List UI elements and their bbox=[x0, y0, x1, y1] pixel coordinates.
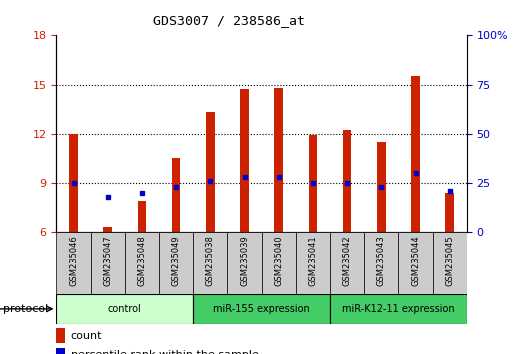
Bar bbox=[309, 135, 317, 232]
Text: GSM235049: GSM235049 bbox=[172, 235, 181, 286]
Text: GSM235048: GSM235048 bbox=[137, 235, 146, 286]
Bar bbox=[193, 294, 330, 324]
Text: GSM235047: GSM235047 bbox=[103, 235, 112, 286]
Bar bbox=[274, 88, 283, 232]
Text: GSM235045: GSM235045 bbox=[445, 235, 454, 286]
Text: GSM235041: GSM235041 bbox=[308, 235, 318, 286]
Bar bbox=[445, 193, 454, 232]
Bar bbox=[240, 90, 249, 232]
Bar bbox=[330, 294, 467, 324]
Text: percentile rank within the sample: percentile rank within the sample bbox=[71, 350, 259, 354]
Bar bbox=[56, 232, 91, 294]
Bar bbox=[69, 133, 78, 232]
Bar bbox=[296, 232, 330, 294]
Bar bbox=[56, 348, 66, 354]
Text: control: control bbox=[108, 304, 142, 314]
Text: count: count bbox=[71, 331, 102, 341]
Bar bbox=[56, 329, 66, 343]
Bar bbox=[343, 130, 351, 232]
Bar bbox=[227, 232, 262, 294]
Bar bbox=[206, 112, 214, 232]
Text: GSM235046: GSM235046 bbox=[69, 235, 78, 286]
Text: miR-K12-11 expression: miR-K12-11 expression bbox=[342, 304, 455, 314]
Bar bbox=[104, 227, 112, 232]
Bar bbox=[432, 232, 467, 294]
Bar bbox=[262, 232, 296, 294]
Text: GSM235044: GSM235044 bbox=[411, 235, 420, 286]
Bar bbox=[193, 232, 227, 294]
Text: GDS3007 / 238586_at: GDS3007 / 238586_at bbox=[153, 14, 305, 27]
Bar bbox=[56, 294, 193, 324]
Bar bbox=[137, 201, 146, 232]
Bar bbox=[172, 158, 181, 232]
Bar bbox=[377, 142, 386, 232]
Text: GSM235040: GSM235040 bbox=[274, 235, 283, 286]
Bar bbox=[159, 232, 193, 294]
Text: protocol: protocol bbox=[3, 304, 48, 314]
Text: GSM235038: GSM235038 bbox=[206, 235, 215, 286]
Bar bbox=[330, 232, 364, 294]
Text: GSM235042: GSM235042 bbox=[343, 235, 351, 286]
Text: GSM235039: GSM235039 bbox=[240, 235, 249, 286]
Bar bbox=[91, 232, 125, 294]
Bar bbox=[411, 76, 420, 232]
Text: miR-155 expression: miR-155 expression bbox=[213, 304, 310, 314]
Bar bbox=[399, 232, 432, 294]
Bar bbox=[364, 232, 399, 294]
Text: GSM235043: GSM235043 bbox=[377, 235, 386, 286]
Bar bbox=[125, 232, 159, 294]
